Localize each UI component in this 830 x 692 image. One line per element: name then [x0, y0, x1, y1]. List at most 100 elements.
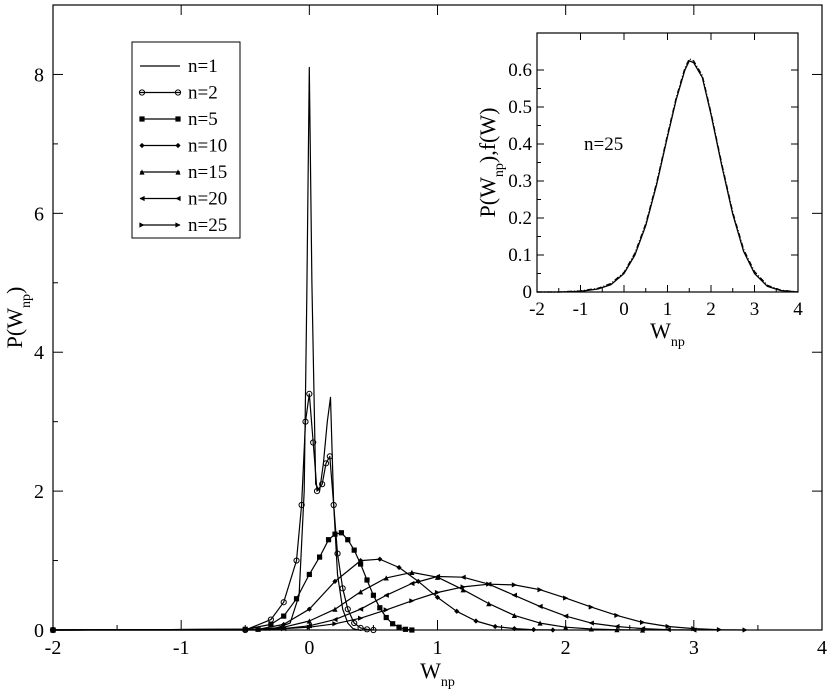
data-point	[383, 592, 389, 598]
data-point	[281, 613, 287, 619]
data-point	[358, 561, 364, 567]
data-point	[396, 564, 402, 571]
inset-x-tick-label: 3	[750, 299, 760, 320]
inset-plot: -2 -1 0 1 2 3 4 0 0.1 0.2 0.3 0.4 0.5 0.6 Wnp P(Wnp),f(…	[475, 32, 803, 350]
inset-series-1	[537, 58, 799, 293]
legend-entry: n=20	[139, 189, 227, 210]
series-3	[50, 556, 556, 633]
data-point	[531, 627, 537, 633]
data-point	[511, 612, 517, 619]
data-point	[639, 627, 646, 633]
data-point	[339, 585, 346, 592]
x-tick-label: 2	[561, 637, 571, 659]
data-point	[434, 573, 441, 580]
data-point	[511, 592, 517, 598]
data-point	[383, 575, 389, 581]
x-tick-label: -2	[45, 637, 62, 659]
legend-label: n=20	[188, 189, 227, 210]
data-point	[550, 627, 556, 633]
legend-marker	[139, 195, 145, 202]
data-point	[486, 581, 492, 587]
data-point	[460, 587, 466, 593]
data-point	[460, 574, 466, 580]
legend-marker	[175, 169, 181, 175]
data-point	[409, 580, 415, 587]
legend-entry: n=10	[139, 136, 227, 157]
legend-marker	[175, 116, 181, 122]
y-tick-label: 4	[34, 342, 44, 364]
data-point	[313, 488, 321, 495]
legend-marker	[139, 169, 145, 175]
legend: n=1 n=2 n=5 n=10 n=15 n=20 n=25	[131, 41, 241, 239]
x-axis-label: Wnp	[420, 658, 455, 690]
data-point	[338, 530, 344, 536]
data-point	[588, 620, 594, 626]
data-point	[358, 606, 364, 612]
data-point	[460, 584, 466, 590]
legend-marker	[175, 142, 181, 149]
legend-marker	[175, 195, 181, 202]
x-tick-label: 3	[689, 637, 699, 659]
legend-label: n=1	[188, 56, 218, 77]
data-point	[326, 453, 333, 460]
inset-y-tick-label: 0.3	[508, 171, 532, 192]
data-point	[639, 619, 646, 625]
legend-frame	[131, 41, 241, 239]
data-point	[363, 626, 371, 633]
legend-label: n=2	[188, 83, 218, 104]
y-tick-label: 2	[34, 481, 44, 503]
legend-label: n=5	[188, 109, 218, 130]
data-point	[298, 501, 305, 509]
data-point	[325, 537, 332, 543]
x-tick-label: 0	[304, 637, 314, 659]
inset-y-tick-label: 0.6	[508, 60, 532, 81]
data-point	[383, 614, 389, 621]
x-tick-label: 1	[433, 637, 443, 659]
inset-y-tick-label: 0	[523, 282, 533, 303]
legend-entry: n=15	[139, 162, 227, 183]
data-point	[306, 618, 312, 624]
inset-x-tick-label: 0	[619, 299, 629, 320]
x-tick-label: -1	[173, 637, 190, 659]
data-point	[665, 623, 671, 630]
legend-label: n=25	[188, 215, 227, 236]
inset-x-tick-label: 1	[663, 299, 673, 320]
legend-marker	[174, 89, 182, 96]
data-point	[614, 623, 620, 630]
data-point	[319, 481, 326, 488]
series-5	[50, 573, 697, 633]
data-point	[377, 556, 383, 562]
data-point	[357, 624, 364, 632]
data-point	[396, 624, 402, 630]
legend-marker	[139, 142, 145, 149]
legend-marker	[139, 116, 145, 122]
data-point	[614, 627, 620, 633]
data-point	[588, 626, 594, 632]
data-point	[281, 621, 287, 628]
data-point	[537, 603, 543, 609]
data-point	[402, 626, 409, 632]
inset-frame	[536, 32, 799, 293]
data-point	[50, 627, 56, 633]
data-point	[332, 616, 338, 623]
data-point	[716, 627, 723, 633]
data-point	[334, 550, 341, 557]
data-point	[330, 501, 337, 509]
series-6	[50, 581, 748, 633]
data-point	[332, 621, 338, 627]
data-point	[742, 627, 748, 633]
data-point	[281, 626, 287, 632]
series-2	[50, 530, 415, 633]
data-point	[486, 601, 492, 607]
data-point	[310, 439, 317, 446]
data-point	[639, 626, 646, 632]
data-point	[511, 582, 517, 588]
inset-x-tick-label: -1	[573, 299, 589, 320]
data-point	[351, 547, 357, 553]
inset-y-tick-label: 0.1	[508, 245, 532, 266]
data-point	[409, 598, 415, 604]
inset-x-axis-label: Wnp	[650, 318, 685, 350]
legend-entry: n=5	[139, 109, 218, 130]
data-point	[280, 599, 287, 606]
